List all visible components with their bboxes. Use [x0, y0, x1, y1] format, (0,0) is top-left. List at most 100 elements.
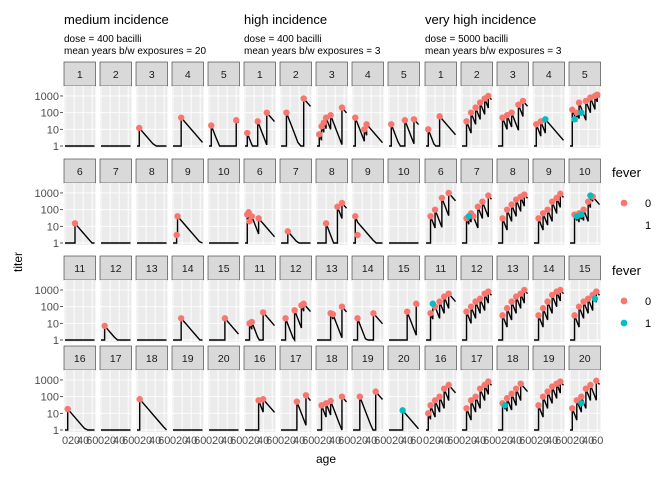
x-tick-label: 60: [122, 435, 134, 447]
data-point-fever-0: [557, 378, 564, 385]
legend-title: fever: [612, 165, 642, 180]
data-point-fever-0: [445, 381, 452, 389]
facet-panel: [100, 370, 132, 432]
data-point-fever-0: [370, 310, 377, 317]
x-tick-label: 20: [68, 435, 80, 447]
facet-panel: [280, 183, 312, 245]
facet-panel: [172, 370, 204, 432]
x-tick-label: 60: [158, 435, 170, 447]
data-point-fever-0: [539, 305, 547, 312]
facet-strip: [279, 61, 312, 87]
x-tick-label: 40: [113, 435, 125, 447]
facet-strip: [532, 255, 565, 281]
facet-strip: [171, 345, 204, 371]
facet-label: 20: [218, 353, 230, 365]
group-subtitle-dose: dose = 400 bacilli: [244, 34, 322, 45]
facet-strip: [387, 61, 420, 87]
data-point-fever-0: [388, 121, 395, 128]
facet-label: 6: [438, 166, 444, 178]
data-point-fever-0: [571, 312, 578, 319]
x-tick-label: 60: [447, 435, 459, 447]
data-point-fever-0: [300, 95, 307, 102]
data-point-fever-0: [587, 381, 594, 389]
facet-label: 7: [113, 166, 119, 178]
data-point-fever-0: [413, 300, 420, 307]
x-tick-label: 40: [329, 435, 341, 447]
x-tick-label: 20: [104, 435, 116, 447]
facet-label: 14: [543, 263, 555, 275]
x-tick-label: 20: [429, 435, 441, 447]
data-point-fever-0: [544, 388, 551, 395]
data-point-fever-0: [463, 405, 470, 412]
data-point-fever-0: [401, 117, 409, 124]
data-point-fever-0: [584, 198, 592, 205]
legend-key-fever-1: [620, 319, 628, 327]
facet-label: 5: [582, 69, 588, 81]
data-point-fever-0: [410, 116, 418, 123]
data-point-fever-0: [352, 114, 359, 121]
x-axis-title: age: [316, 452, 336, 466]
facet-strip: [135, 345, 168, 371]
facet-strip: [315, 158, 348, 184]
data-point-fever-0: [71, 220, 79, 227]
data-point-fever-0: [508, 109, 515, 116]
data-point-fever-0: [515, 101, 522, 108]
x-tick-label: 0: [423, 435, 429, 447]
data-point-fever-0: [499, 312, 506, 319]
x-tick-label: 0: [350, 435, 356, 447]
legend-label: 1: [645, 220, 651, 232]
facet-panel: [100, 183, 132, 245]
data-point-fever-0: [334, 203, 341, 210]
x-tick-label: 60: [338, 435, 350, 447]
titer-curve: [245, 397, 276, 431]
facet-label: 1: [77, 69, 83, 81]
x-tick-label: 60: [194, 435, 206, 447]
data-point-fever-0: [283, 109, 290, 116]
titer-curve: [281, 393, 312, 431]
facet-label: 14: [362, 263, 374, 275]
data-point-fever-0: [221, 315, 229, 322]
data-point-fever-0: [440, 385, 448, 392]
data-point-fever-0: [255, 215, 262, 222]
data-point-fever-0: [329, 311, 337, 318]
x-tick-label: 20: [284, 435, 296, 447]
data-point-fever-0: [557, 286, 564, 294]
data-point-fever-0: [521, 191, 528, 198]
data-point-fever-0: [476, 99, 484, 106]
facet-strip: [243, 345, 276, 371]
group-subtitle-dose: dose = 5000 bacilli: [425, 34, 508, 45]
facet-strip: [532, 345, 565, 371]
x-tick-label: 60: [410, 435, 422, 447]
data-point-fever-0: [544, 298, 551, 305]
facet-strip: [315, 255, 348, 281]
y-tick-label: 10: [47, 318, 59, 330]
x-tick-label: 60: [230, 435, 242, 447]
data-point-fever-0: [503, 305, 511, 312]
facet-label: 16: [254, 353, 266, 365]
x-tick-label: 20: [248, 435, 260, 447]
titer-curve: [281, 96, 312, 147]
facet-label: 4: [365, 69, 371, 81]
facet-strip: [135, 158, 168, 184]
facet-panel: [136, 183, 168, 245]
x-tick-label: 20: [320, 435, 332, 447]
data-point-fever-0: [557, 190, 564, 197]
data-point-fever-0: [569, 405, 576, 412]
data-point-fever-0: [316, 131, 323, 138]
data-point-fever-0: [503, 206, 511, 213]
data-point-fever-1: [429, 300, 437, 307]
facet-strip: [496, 345, 529, 371]
data-point-fever-0: [553, 194, 560, 202]
facet-label: 1: [438, 69, 444, 81]
data-point-fever-0: [263, 109, 270, 116]
data-point-fever-0: [569, 106, 576, 113]
facet-strip: [279, 255, 312, 281]
data-point-fever-0: [548, 198, 556, 205]
facet-strip: [460, 158, 493, 184]
data-point-fever-1: [399, 407, 406, 414]
facet-label: 17: [110, 353, 122, 365]
facet-label: 10: [398, 166, 410, 178]
facet-label: 19: [362, 353, 374, 365]
x-tick-label: 20: [356, 435, 368, 447]
group-subtitle-years: mean years b/w exposures = 20: [64, 46, 206, 57]
